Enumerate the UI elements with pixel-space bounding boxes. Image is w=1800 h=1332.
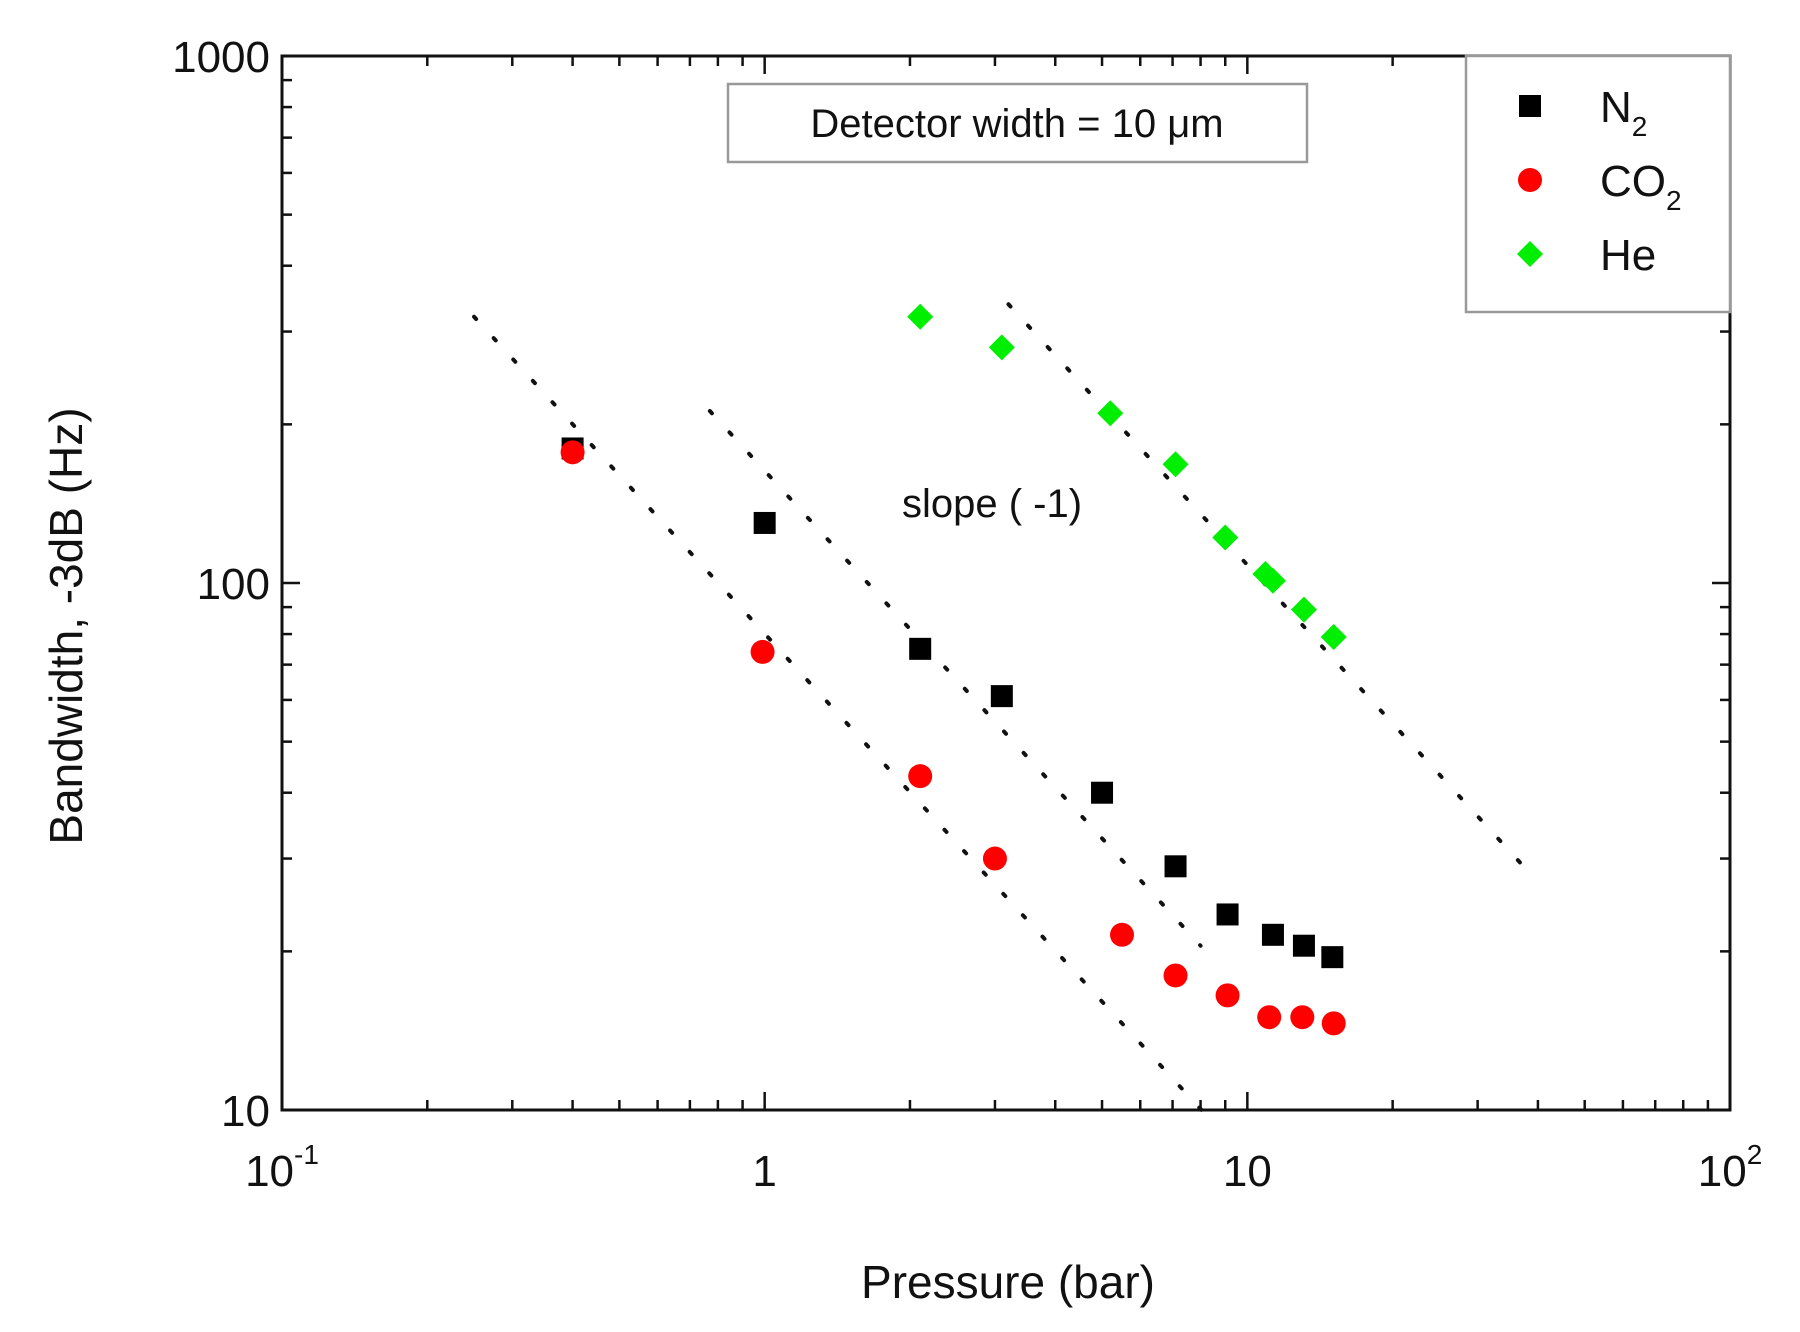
y-tick-label: 1000 [172,33,270,82]
data-point [1216,903,1239,926]
data-point [1290,1005,1315,1030]
data-point [990,685,1013,708]
data-point [1321,1011,1346,1036]
data-points [560,303,1347,1036]
axis-tick-labels: 10-1 1 10 102 10 100 1000 [172,33,1762,1196]
annotation-box-frame [726,82,1309,164]
y-tick-label: 10 [221,1087,270,1136]
data-point [1215,983,1240,1008]
legend-label: CO2 [1600,157,1682,216]
slope-guide-line [472,314,1208,1117]
slope-guide-line [707,409,1203,948]
legend-marker [1518,168,1542,192]
data-point [909,637,932,660]
legend-item: He [1517,231,1656,280]
data-point [753,511,776,534]
annotation-box-text: Detector width = 10 μm [810,102,1223,146]
x-tick-label: 10-1 [245,1139,319,1196]
y-axis-title: Bandwidth, -3dB (Hz) [40,407,92,844]
legend-marker [1517,241,1543,267]
data-point [1162,451,1189,478]
data-point [750,639,775,664]
series-co2 [560,440,1346,1036]
x-tick-label: 1 [752,1147,776,1196]
legend-item: N2 [1519,83,1647,142]
legend-label: N2 [1600,83,1647,142]
data-point [908,764,933,789]
series-he [907,303,1347,650]
data-point [1320,623,1347,650]
data-point [988,334,1015,361]
data-point [1321,946,1344,969]
data-point [1257,1005,1282,1030]
legend-label: He [1600,231,1656,280]
data-point [1164,855,1187,878]
data-point [1259,567,1286,594]
y-tick-label: 100 [197,560,270,609]
legend-item: CO2 [1518,157,1682,216]
x-tick-label: 10 [1223,1147,1272,1196]
slope-annotation: slope ( -1) [902,482,1082,526]
data-point [907,303,934,330]
data-point [1261,923,1284,946]
data-point [1163,963,1188,988]
x-axis-title: Pressure (bar) [861,1256,1155,1308]
legend: N2 CO2 He [1464,54,1732,314]
x-tick-label: 102 [1698,1139,1763,1196]
data-point [1091,781,1114,804]
legend-marker [1519,95,1541,117]
legend-frame [1464,54,1732,314]
slope-guide-lines [472,302,1530,1117]
data-point [982,846,1007,871]
data-point [1290,596,1317,623]
data-point [1292,934,1315,957]
data-point [1212,524,1239,551]
slope-guide-line [1006,302,1530,873]
data-point [1097,400,1124,427]
data-point [560,440,585,465]
data-point [1110,922,1135,947]
